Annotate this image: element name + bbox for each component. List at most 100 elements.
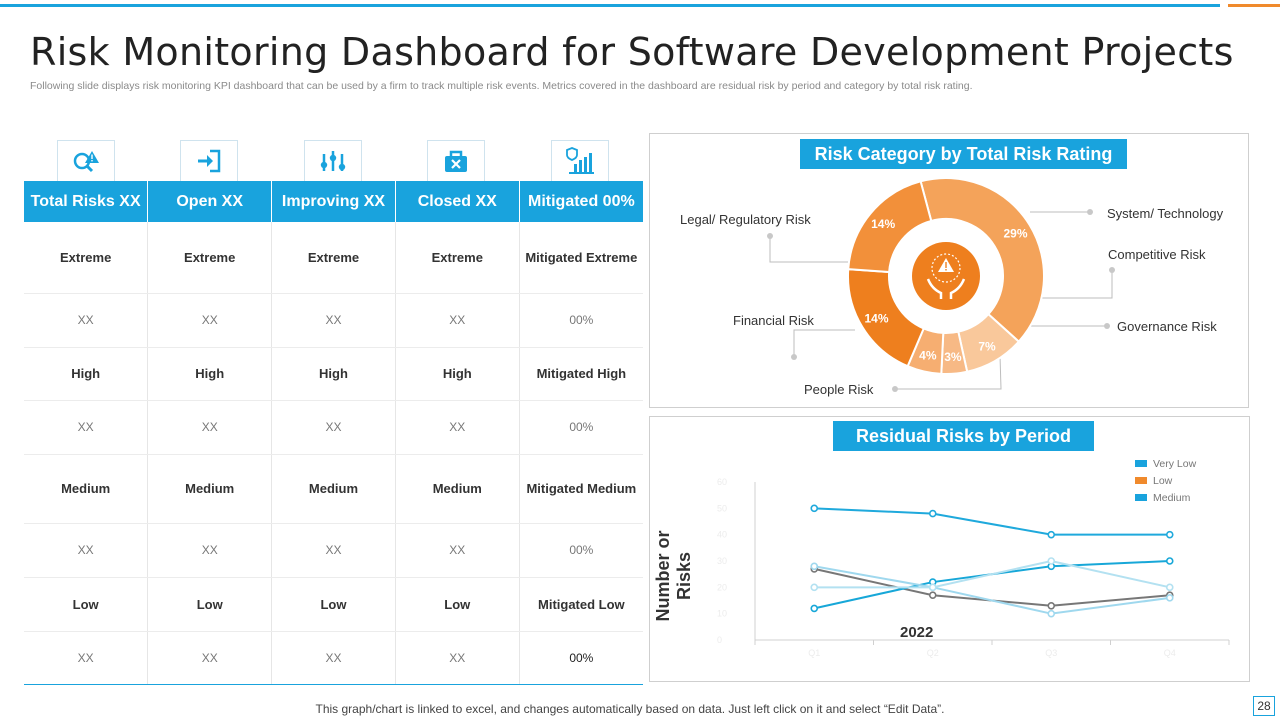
table-cell: XX	[395, 293, 520, 348]
table-row: Medium Medium Medium Medium Mitigated Me…	[24, 454, 643, 524]
donut-center-icon	[912, 242, 980, 310]
donut-percent-label: 29%	[1003, 226, 1027, 240]
donut-percent-label: 14%	[864, 312, 888, 326]
pie-label-financial: Financial Risk	[733, 313, 814, 328]
legend-label: Medium	[1153, 491, 1191, 504]
table-cell: Low	[24, 577, 149, 632]
table-cell: High	[147, 347, 273, 401]
year-label: 2022	[900, 624, 934, 641]
legend-label: Very Low	[1153, 457, 1197, 470]
residual-risks-panel	[649, 416, 1250, 682]
table-cell: Mitigated Medium	[519, 454, 643, 524]
table-cell: Mitigated Low	[519, 577, 643, 632]
table-row: High High High High Mitigated High	[24, 347, 643, 401]
table-cell: Medium	[271, 454, 396, 524]
table-cell: Extreme	[271, 222, 396, 294]
legend-swatch	[1135, 460, 1147, 467]
top-accent-line-orange	[1228, 4, 1280, 7]
table-cell: Mitigated Extreme	[519, 222, 643, 294]
table-cell: 00%	[519, 293, 643, 348]
top-accent-line	[0, 4, 1220, 7]
kpi-header-mitigated: Mitigated 00%	[519, 181, 643, 222]
y-axis-title: Number or Risks	[653, 530, 694, 622]
table-cell: XX	[395, 631, 520, 685]
table-cell: XX	[24, 400, 149, 455]
legend-item: Medium	[1135, 489, 1196, 506]
kpi-header-row: Total Risks XX Open XX Improving XX Clos…	[24, 181, 643, 222]
page-number: 28	[1253, 696, 1275, 716]
table-cell: Low	[271, 577, 396, 632]
table-row: XX XX XX XX 00%	[24, 631, 643, 685]
page-subtitle: Following slide displays risk monitoring…	[30, 80, 973, 92]
table-cell: Low	[395, 577, 520, 632]
table-cell: XX	[395, 400, 520, 455]
footer-note: This graph/chart is linked to excel, and…	[315, 702, 945, 716]
mitigated-shield-chart-icon	[551, 140, 609, 182]
donut-slice[interactable]	[847, 180, 933, 274]
kpi-header-closed: Closed XX	[395, 181, 520, 222]
table-cell: XX	[147, 631, 273, 685]
improving-chart-icon	[304, 140, 362, 182]
table-cell: XX	[147, 523, 273, 578]
legend-label: Low	[1153, 474, 1173, 487]
table-cell: XX	[271, 523, 396, 578]
donut-percent-label: 4%	[919, 348, 937, 362]
table-cell: Low	[147, 577, 273, 632]
donut-percent-label: 3%	[944, 350, 962, 364]
donut-chart: 29% 7% 3% 4% 14% 14%	[767, 177, 1115, 392]
table-cell: XX	[271, 400, 396, 455]
table-row: XX XX XX XX 00%	[24, 523, 643, 578]
table-cell: Medium	[147, 454, 273, 524]
table-row: Extreme Extreme Extreme Extreme Mitigate…	[24, 222, 643, 294]
kpi-icon-row	[24, 140, 643, 182]
table-cell: Mitigated High	[519, 347, 643, 401]
table-cell: 00%	[519, 631, 643, 685]
legend-swatch	[1135, 477, 1147, 484]
pie-label-people: People Risk	[804, 382, 874, 397]
table-row: XX XX XX XX 00%	[24, 293, 643, 348]
table-cell: Extreme	[24, 222, 149, 294]
table-cell: XX	[147, 293, 273, 348]
table-cell: XX	[271, 293, 396, 348]
legend-item: Very Low	[1135, 455, 1196, 472]
pie-label-system: System/ Technology	[1107, 206, 1224, 221]
table-cell: XX	[24, 523, 149, 578]
table-cell: Extreme	[147, 222, 273, 294]
table-cell: High	[395, 347, 520, 401]
donut-percent-label: 7%	[978, 339, 996, 353]
pie-label-competitive: Competitive Risk	[1108, 247, 1206, 262]
closed-box-icon	[427, 140, 485, 182]
donut-percent-labels: 29% 7% 3% 4% 14% 14%	[864, 217, 1027, 364]
donut-slice[interactable]	[919, 177, 1045, 344]
table-cell: High	[271, 347, 396, 401]
donut-leader-lines	[769, 211, 1113, 390]
legend-swatch	[1135, 494, 1147, 501]
residual-risks-title: Residual Risks by Period	[833, 421, 1094, 451]
risk-search-icon	[57, 140, 115, 182]
table-row: Low Low Low Low Mitigated Low	[24, 577, 643, 632]
table-cell: High	[24, 347, 149, 401]
table-cell: 00%	[519, 523, 643, 578]
table-cell: Extreme	[395, 222, 520, 294]
table-cell: XX	[395, 523, 520, 578]
open-door-icon	[180, 140, 238, 182]
donut-slices[interactable]	[847, 177, 1045, 375]
kpi-table: Total Risks XX Open XX Improving XX Clos…	[24, 181, 643, 685]
kpi-header-total-risks: Total Risks XX	[24, 181, 149, 222]
pie-label-governance: Governance Risk	[1117, 319, 1217, 334]
table-cell: Medium	[24, 454, 149, 524]
risk-category-title: Risk Category by Total Risk Rating	[800, 139, 1127, 169]
table-cell: XX	[24, 293, 149, 348]
legend-item: Low	[1135, 472, 1196, 489]
pie-label-legal: Legal/ Regulatory Risk	[680, 212, 811, 227]
table-cell: XX	[271, 631, 396, 685]
page-title: Risk Monitoring Dashboard for Software D…	[30, 30, 1234, 74]
kpi-header-open: Open XX	[147, 181, 273, 222]
kpi-header-improving: Improving XX	[271, 181, 396, 222]
table-cell: XX	[24, 631, 149, 685]
donut-percent-label: 14%	[871, 217, 895, 231]
table-cell: 00%	[519, 400, 643, 455]
table-cell: Medium	[395, 454, 520, 524]
table-row: XX XX XX XX 00%	[24, 400, 643, 455]
line-legend: Very Low Low Medium	[1135, 455, 1196, 506]
